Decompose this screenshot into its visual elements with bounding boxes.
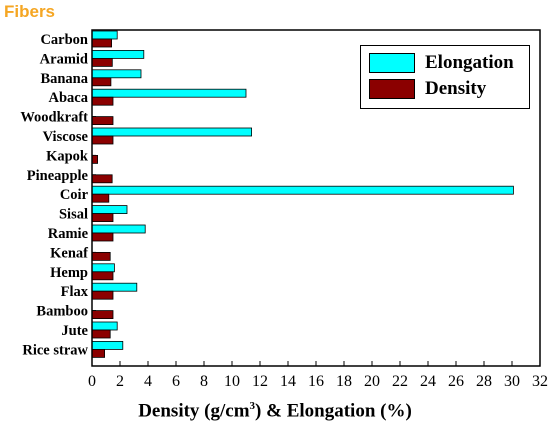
legend-item-density: Density (369, 77, 486, 101)
bar-elongation (91, 282, 138, 292)
x-axis-label-tail: ) & Elongation (%) (255, 400, 412, 422)
x-tick-label: 10 (224, 373, 240, 390)
bars (91, 30, 514, 358)
y-tick-label: Flax (61, 284, 89, 300)
x-tick-label: 22 (392, 373, 408, 390)
y-tick-label: Viscose (43, 129, 89, 145)
legend-label-density: Density (425, 78, 487, 99)
legend-swatch-elongation (369, 53, 415, 73)
x-tick-label: 6 (172, 373, 180, 390)
y-tick-label: Hemp (50, 265, 88, 281)
bar-elongation (91, 185, 514, 195)
y-tick-label: Woodkraft (20, 110, 88, 126)
y-tick-label: Banana (40, 71, 88, 87)
x-tick-label: 4 (144, 373, 152, 390)
bar-elongation (91, 340, 124, 350)
y-tick-label: Bamboo (36, 304, 88, 320)
chart-title: Fibers (4, 2, 56, 21)
bar-density (91, 251, 111, 261)
y-tick-label: Aramid (40, 51, 88, 67)
bar-density (91, 290, 114, 300)
bar-elongation (91, 224, 146, 234)
bar-elongation (91, 69, 142, 79)
y-tick-label: Sisal (59, 207, 88, 223)
x-tick-label: 24 (420, 373, 436, 390)
y-tick-label: Kenaf (50, 245, 88, 261)
y-tick-label: Abaca (49, 90, 89, 106)
legend-item-elongation: Elongation (369, 51, 514, 75)
x-tick-label: 0 (88, 373, 96, 390)
x-tick-label: 12 (252, 373, 268, 390)
y-tick-label: Ramie (48, 226, 89, 242)
x-axis-label-sup: 3 (249, 400, 256, 412)
plot-frame (91, 29, 541, 367)
bar-density (91, 232, 114, 242)
bar-density (91, 135, 114, 145)
bar-density (91, 96, 114, 106)
x-tick-label: 2 (116, 373, 124, 390)
x-tick-label: 26 (448, 373, 464, 390)
x-tick-label: 20 (364, 373, 380, 390)
x-tick-label: 30 (504, 373, 520, 390)
y-tick-labels: Carbon Aramid Banana Abaca Woodkraft Viscose K… (20, 32, 96, 358)
x-axis-label: Density (g/cm3) & Elongation (%) (0, 400, 550, 422)
x-ticks: 0 2 4 6 8 10 12 14 16 18 20 22 24 26 28 30 32 (88, 361, 548, 390)
x-axis-label-main: Density (g/cm (138, 400, 250, 422)
bar-density (91, 348, 105, 358)
bar-elongation (91, 321, 118, 331)
bar-elongation (91, 88, 247, 98)
bar-elongation (91, 127, 253, 137)
bar-density (91, 154, 98, 164)
bar-density (91, 193, 110, 203)
legend-label-elongation: Elongation (425, 52, 514, 73)
y-tick-label: Pineapple (27, 168, 89, 184)
bar-density (91, 58, 113, 67)
x-tick-label: 8 (200, 373, 208, 390)
x-tick-label: 32 (532, 373, 548, 390)
bar-density (91, 310, 114, 320)
y-tick-label: Kapok (46, 148, 89, 164)
bar-density (91, 329, 111, 339)
bar-elongation (91, 50, 145, 59)
legend: Elongation Density (360, 45, 530, 109)
y-tick-label: Carbon (40, 32, 88, 48)
bar-density (91, 38, 113, 48)
bar-density (91, 174, 113, 184)
x-tick-label: 28 (476, 373, 492, 390)
x-tick-label: 14 (280, 373, 296, 390)
bar-density (91, 116, 114, 125)
bar-density (91, 77, 112, 87)
bar-density (91, 213, 114, 223)
legend-swatch-density (369, 79, 415, 99)
bar-elongation (91, 205, 128, 215)
x-tick-label: 18 (336, 373, 352, 390)
y-tick-label: Coir (60, 187, 89, 203)
y-tick-label: Jute (61, 323, 88, 339)
bar-density (91, 271, 114, 281)
x-tick-label: 16 (308, 373, 324, 390)
bar-elongation (91, 30, 118, 40)
bar-elongation (91, 263, 115, 273)
y-tick-label: Rice straw (22, 342, 88, 358)
